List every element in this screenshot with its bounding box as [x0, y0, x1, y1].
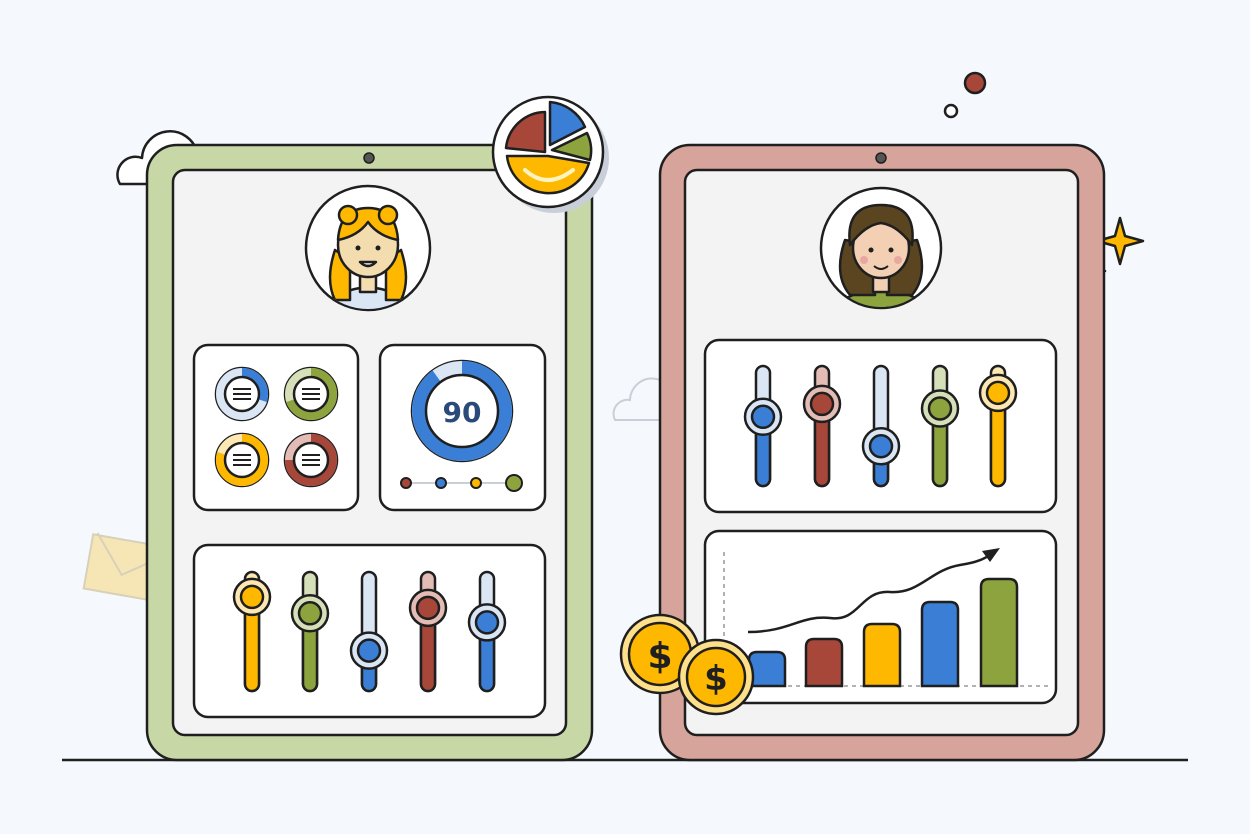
legend-dot: [470, 477, 482, 489]
slider[interactable]: [467, 570, 507, 693]
donut-chart: [214, 432, 270, 488]
trend-line: [747, 550, 996, 634]
slider[interactable]: [232, 570, 272, 693]
bar: [979, 577, 1019, 688]
bar: [862, 622, 902, 688]
legend-dot: [435, 477, 447, 489]
svg-text:$: $: [647, 636, 672, 677]
bubble-icon: [963, 71, 987, 95]
slider[interactable]: [408, 570, 448, 693]
legend-dot: [505, 474, 523, 492]
chart-card: [703, 529, 1058, 705]
donut-card: [192, 343, 360, 512]
slider[interactable]: [920, 364, 960, 488]
bar: [804, 637, 844, 688]
slider[interactable]: [978, 364, 1018, 488]
gauge-fill: [412, 361, 512, 461]
camera-icon: [363, 152, 375, 164]
donut-chart: [283, 366, 339, 422]
bar: [747, 650, 787, 688]
avatar[interactable]: [819, 186, 943, 320]
slider[interactable]: [349, 570, 389, 693]
bubble-icon: [943, 103, 959, 119]
slider[interactable]: [802, 364, 842, 488]
right-tablet: [658, 143, 1106, 762]
legend-dot: [400, 477, 412, 489]
cloud-icon: [612, 377, 661, 421]
slider[interactable]: [861, 364, 901, 488]
avatar[interactable]: [304, 184, 432, 320]
dollar-coin-icon: $: [677, 638, 755, 716]
arrow-head-icon: [982, 548, 1000, 562]
bar: [920, 600, 960, 688]
svg-text:$: $: [704, 659, 728, 699]
gauge-value: 90: [443, 396, 482, 429]
donut-chart: [214, 366, 270, 422]
pie-chart-icon: [491, 95, 609, 213]
sparkle-icon: [1095, 216, 1145, 266]
gauge: [410, 359, 514, 463]
left-tablet: 90: [145, 143, 594, 762]
slider[interactable]: [290, 570, 330, 693]
slider[interactable]: [743, 364, 783, 488]
donut-chart: [283, 432, 339, 488]
camera-icon: [875, 152, 887, 164]
